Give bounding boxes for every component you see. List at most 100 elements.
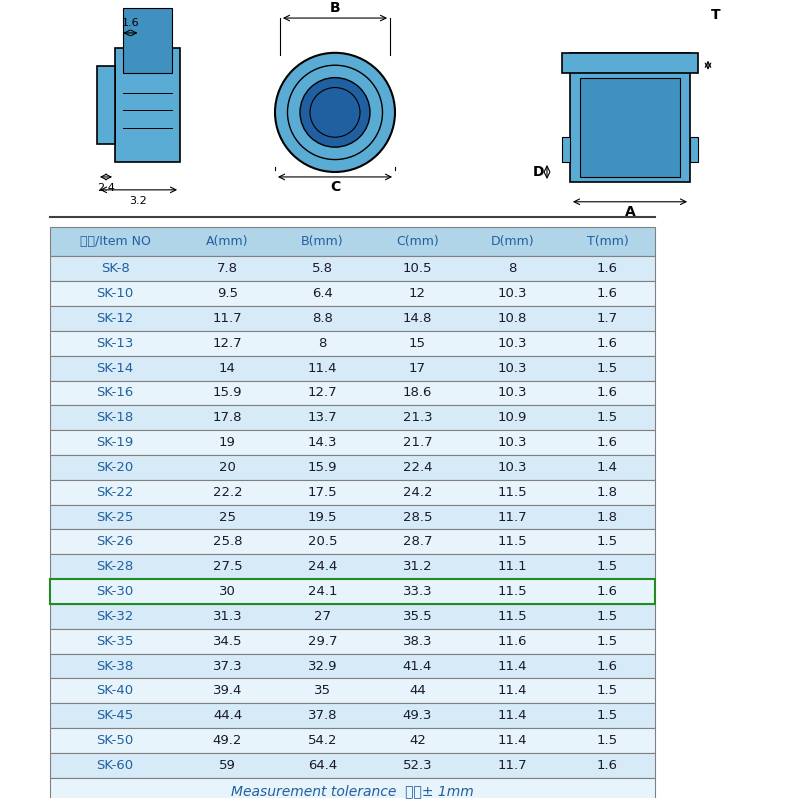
Text: 11.4: 11.4 bbox=[498, 659, 527, 673]
Text: 27: 27 bbox=[314, 610, 331, 623]
Text: 1.6: 1.6 bbox=[597, 585, 618, 598]
Text: 24.4: 24.4 bbox=[308, 560, 337, 574]
FancyBboxPatch shape bbox=[562, 138, 570, 162]
FancyBboxPatch shape bbox=[50, 753, 655, 778]
Text: 21.3: 21.3 bbox=[402, 411, 432, 424]
Text: 1.5: 1.5 bbox=[597, 734, 618, 747]
Text: B: B bbox=[330, 1, 340, 15]
Text: 1.5: 1.5 bbox=[597, 362, 618, 374]
Text: 34.5: 34.5 bbox=[213, 634, 242, 648]
Text: D(mm): D(mm) bbox=[490, 235, 534, 248]
Text: 1.5: 1.5 bbox=[597, 411, 618, 424]
FancyBboxPatch shape bbox=[50, 579, 655, 604]
FancyBboxPatch shape bbox=[50, 703, 655, 728]
Text: 14: 14 bbox=[219, 362, 236, 374]
Text: 33.3: 33.3 bbox=[402, 585, 432, 598]
Text: 15.9: 15.9 bbox=[308, 461, 338, 474]
Text: 1.6: 1.6 bbox=[597, 262, 618, 275]
Text: 25: 25 bbox=[219, 510, 236, 523]
Text: 59: 59 bbox=[219, 759, 236, 772]
Text: 11.4: 11.4 bbox=[308, 362, 338, 374]
Text: SK-38: SK-38 bbox=[96, 659, 134, 673]
Text: 17.5: 17.5 bbox=[308, 486, 338, 498]
FancyBboxPatch shape bbox=[123, 8, 172, 73]
Text: 1.5: 1.5 bbox=[597, 560, 618, 574]
Text: A(mm): A(mm) bbox=[206, 235, 249, 248]
FancyBboxPatch shape bbox=[50, 226, 655, 256]
Text: 10.9: 10.9 bbox=[498, 411, 527, 424]
Text: 31.2: 31.2 bbox=[402, 560, 432, 574]
FancyBboxPatch shape bbox=[50, 256, 655, 282]
Text: SK-40: SK-40 bbox=[97, 684, 134, 698]
Text: 1.6: 1.6 bbox=[597, 759, 618, 772]
Polygon shape bbox=[97, 66, 115, 144]
Text: 10.3: 10.3 bbox=[498, 461, 527, 474]
FancyBboxPatch shape bbox=[50, 728, 655, 753]
Text: 7.8: 7.8 bbox=[217, 262, 238, 275]
Text: 38.3: 38.3 bbox=[402, 634, 432, 648]
FancyBboxPatch shape bbox=[50, 530, 655, 554]
Text: 10.3: 10.3 bbox=[498, 386, 527, 399]
Text: 11.4: 11.4 bbox=[498, 709, 527, 722]
FancyBboxPatch shape bbox=[50, 455, 655, 480]
Text: SK-26: SK-26 bbox=[96, 535, 134, 548]
Text: 8: 8 bbox=[508, 262, 517, 275]
FancyBboxPatch shape bbox=[50, 356, 655, 381]
Text: 10.3: 10.3 bbox=[498, 287, 527, 300]
Text: 1.5: 1.5 bbox=[597, 535, 618, 548]
Text: 19: 19 bbox=[219, 436, 236, 449]
Text: 1.6: 1.6 bbox=[597, 337, 618, 350]
FancyBboxPatch shape bbox=[562, 53, 698, 73]
Text: 13.7: 13.7 bbox=[308, 411, 338, 424]
Text: SK-16: SK-16 bbox=[96, 386, 134, 399]
Text: 1.6: 1.6 bbox=[122, 18, 139, 28]
Text: 5.8: 5.8 bbox=[312, 262, 333, 275]
Text: 10.8: 10.8 bbox=[498, 312, 527, 325]
Text: 64.4: 64.4 bbox=[308, 759, 337, 772]
Text: SK-25: SK-25 bbox=[96, 510, 134, 523]
Text: 44: 44 bbox=[409, 684, 426, 698]
Ellipse shape bbox=[275, 53, 395, 172]
Text: 11.1: 11.1 bbox=[498, 560, 527, 574]
Text: 1.5: 1.5 bbox=[597, 634, 618, 648]
Text: SK-10: SK-10 bbox=[96, 287, 134, 300]
Text: 20: 20 bbox=[219, 461, 236, 474]
Text: 10.3: 10.3 bbox=[498, 436, 527, 449]
Text: 31.3: 31.3 bbox=[213, 610, 242, 623]
Text: 10.3: 10.3 bbox=[498, 362, 527, 374]
FancyBboxPatch shape bbox=[570, 53, 690, 182]
Text: 1.6: 1.6 bbox=[597, 386, 618, 399]
Text: 11.5: 11.5 bbox=[498, 486, 527, 498]
Text: 32.9: 32.9 bbox=[308, 659, 338, 673]
Text: 9.5: 9.5 bbox=[217, 287, 238, 300]
Text: 10.3: 10.3 bbox=[498, 337, 527, 350]
Ellipse shape bbox=[300, 78, 370, 147]
Text: 35.5: 35.5 bbox=[402, 610, 432, 623]
Text: 24.2: 24.2 bbox=[402, 486, 432, 498]
Text: 14.3: 14.3 bbox=[308, 436, 338, 449]
FancyBboxPatch shape bbox=[115, 48, 180, 162]
Text: 11.7: 11.7 bbox=[498, 510, 527, 523]
Text: SK-13: SK-13 bbox=[96, 337, 134, 350]
Text: 52.3: 52.3 bbox=[402, 759, 432, 772]
Text: B(mm): B(mm) bbox=[301, 235, 344, 248]
FancyBboxPatch shape bbox=[50, 282, 655, 306]
Text: 35: 35 bbox=[314, 684, 331, 698]
Text: 22.4: 22.4 bbox=[402, 461, 432, 474]
Text: 11.4: 11.4 bbox=[498, 734, 527, 747]
Text: 11.5: 11.5 bbox=[498, 535, 527, 548]
FancyBboxPatch shape bbox=[50, 678, 655, 703]
Text: Measurement tolerance  公差± 1mm: Measurement tolerance 公差± 1mm bbox=[231, 785, 474, 798]
Text: 12.7: 12.7 bbox=[213, 337, 242, 350]
Text: A: A bbox=[625, 205, 635, 218]
Text: 1.5: 1.5 bbox=[597, 709, 618, 722]
Text: C: C bbox=[330, 180, 340, 194]
Text: 1.6: 1.6 bbox=[597, 436, 618, 449]
Text: 49.2: 49.2 bbox=[213, 734, 242, 747]
Text: SK-30: SK-30 bbox=[96, 585, 134, 598]
Text: C(mm): C(mm) bbox=[396, 235, 439, 248]
Text: 15: 15 bbox=[409, 337, 426, 350]
Text: 1.6: 1.6 bbox=[597, 659, 618, 673]
Text: 54.2: 54.2 bbox=[308, 734, 338, 747]
Text: 37.8: 37.8 bbox=[308, 709, 338, 722]
